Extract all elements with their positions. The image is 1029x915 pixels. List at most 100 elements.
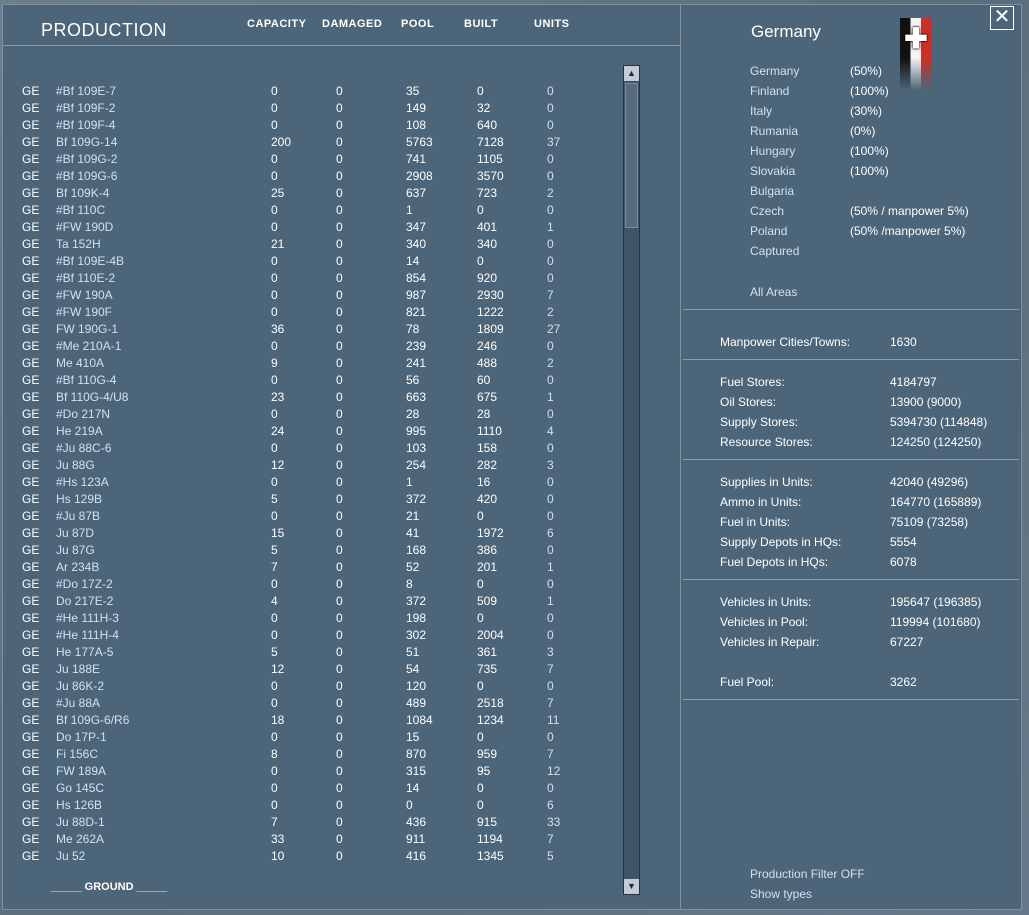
table-row[interactable]: GE #Do 217N 0 0 28 28 0 — [3, 406, 623, 423]
unit-type-name[interactable]: Bf 109G-14 — [56, 135, 118, 149]
unit-type-name[interactable]: #He 111H-3 — [56, 611, 119, 625]
area-item[interactable]: Italy (30%) — [750, 103, 1010, 123]
unit-type-name[interactable]: Do 217E-2 — [56, 594, 114, 608]
table-row[interactable]: GE #Bf 109F-4 0 0 108 640 0 — [3, 117, 623, 134]
unit-type-name[interactable]: #Bf 110C — [56, 203, 106, 217]
table-row[interactable]: GE Ju 86K-2 0 0 120 0 0 — [3, 678, 623, 695]
table-row[interactable]: GE #Bf 109E-4B 0 0 14 0 0 — [3, 253, 623, 270]
table-row[interactable]: GE Go 145C 0 0 14 0 0 — [3, 780, 623, 797]
area-name[interactable]: Finland — [750, 84, 790, 98]
unit-type-name[interactable]: Do 17P-1 — [56, 730, 107, 744]
table-row[interactable]: GE #Ju 88A 0 0 489 2518 7 — [3, 695, 623, 712]
table-row[interactable]: GE #FW 190F 0 0 821 1222 2 — [3, 304, 623, 321]
unit-type-name[interactable]: #Hs 123A — [56, 475, 109, 489]
table-row[interactable]: GE Do 217E-2 4 0 372 509 1 — [3, 593, 623, 610]
scroll-down-button[interactable]: ▼ — [624, 879, 639, 894]
area-name[interactable]: Czech — [750, 204, 785, 218]
table-row[interactable]: GE #Ju 88C-6 0 0 103 158 0 — [3, 440, 623, 457]
unit-type-name[interactable]: #Bf 109F-2 — [56, 101, 116, 115]
area-name[interactable]: Hungary — [750, 144, 796, 158]
unit-type-name[interactable]: Ju 188E — [56, 662, 101, 676]
unit-type-name[interactable]: #Ju 88A — [56, 696, 101, 710]
table-row[interactable]: GE #Me 210A-1 0 0 239 246 0 — [3, 338, 623, 355]
table-row[interactable]: GE #He 111H-4 0 0 302 2004 0 — [3, 627, 623, 644]
unit-type-name[interactable]: Ju 87G — [56, 543, 95, 557]
area-item[interactable]: Hungary (100%) — [750, 143, 1010, 163]
table-row[interactable]: GE FW 189A 0 0 315 95 12 — [3, 763, 623, 780]
table-row[interactable]: GE Ju 87G 5 0 168 386 0 — [3, 542, 623, 559]
table-row[interactable]: GE FW 190G-1 36 0 78 1809 27 — [3, 321, 623, 338]
scroll-thumb[interactable] — [625, 83, 638, 228]
unit-type-name[interactable]: #Me 210A-1 — [56, 339, 122, 353]
table-row[interactable]: GE He 219A 24 0 995 1110 4 — [3, 423, 623, 440]
unit-type-name[interactable]: #Do 17Z-2 — [56, 577, 113, 591]
table-row[interactable]: GE #FW 190A 0 0 987 2930 7 — [3, 287, 623, 304]
area-name[interactable]: Bulgaria — [750, 184, 795, 198]
unit-type-name[interactable]: Ju 88G — [56, 458, 95, 472]
unit-type-name[interactable]: FW 189A — [56, 764, 107, 778]
close-button[interactable]: ✕ — [990, 6, 1014, 30]
unit-type-name[interactable]: Bf 109G-6/R6 — [56, 713, 130, 727]
table-row[interactable]: GE #FW 190D 0 0 347 401 1 — [3, 219, 623, 236]
table-row[interactable]: GE Ju 88D-1 7 0 436 915 33 — [3, 814, 623, 831]
unit-type-name[interactable]: Ar 234B — [56, 560, 100, 574]
area-name[interactable]: Captured — [750, 244, 800, 258]
table-row[interactable]: GE Ju 52 10 0 416 1345 5 — [3, 848, 623, 865]
unit-type-name[interactable]: #Ju 87B — [56, 509, 101, 523]
unit-type-name[interactable]: #Bf 109G-2 — [56, 152, 118, 166]
unit-type-name[interactable]: Bf 110G-4/U8 — [56, 390, 129, 404]
scrollbar[interactable]: ▲ ▼ — [623, 65, 640, 895]
table-row[interactable]: GE Ta 152H 21 0 340 340 0 — [3, 236, 623, 253]
unit-type-name[interactable]: #Bf 110E-2 — [56, 271, 116, 285]
area-item[interactable]: Finland (100%) — [750, 83, 1010, 103]
area-item[interactable]: Germany (50%) — [750, 63, 1010, 83]
unit-type-name[interactable]: #Ju 88C-6 — [56, 441, 112, 455]
ground-section-label[interactable]: _____ GROUND _____ — [51, 881, 168, 893]
area-item[interactable]: Czech (50% / manpower 5%) — [750, 203, 1010, 223]
unit-type-name[interactable]: FW 190G-1 — [56, 322, 119, 336]
table-row[interactable]: GE #Bf 109F-2 0 0 149 32 0 — [3, 100, 623, 117]
unit-type-name[interactable]: Go 145C — [56, 781, 105, 795]
table-row[interactable]: GE #Bf 110G-4 0 0 56 60 0 — [3, 372, 623, 389]
column-header-pool[interactable]: POOL — [401, 18, 435, 30]
unit-type-name[interactable]: #Bf 109F-4 — [56, 118, 116, 132]
area-item[interactable]: Slovakia (100%) — [750, 163, 1010, 183]
table-row[interactable]: GE Ju 87D 15 0 41 1972 6 — [3, 525, 623, 542]
all-areas-link[interactable]: All Areas — [750, 285, 798, 299]
area-name[interactable]: Germany — [750, 64, 800, 78]
table-row[interactable]: GE #Do 17Z-2 0 0 8 0 0 — [3, 576, 623, 593]
unit-type-name[interactable]: #FW 190A — [56, 288, 113, 302]
unit-type-name[interactable]: Ju 52 — [56, 849, 86, 863]
area-item[interactable]: Captured — [750, 243, 1010, 263]
unit-type-name[interactable]: Fi 156C — [56, 747, 99, 761]
table-row[interactable]: GE #He 111H-3 0 0 198 0 0 — [3, 610, 623, 627]
unit-type-name[interactable]: Ta 152H — [56, 237, 101, 251]
table-row[interactable]: GE Bf 109G-14 200 0 5763 7128 37 — [3, 134, 623, 151]
table-row[interactable]: GE Hs 126B 0 0 0 0 6 — [3, 797, 623, 814]
table-row[interactable]: GE Me 262A 33 0 911 1194 7 — [3, 831, 623, 848]
area-item[interactable]: Bulgaria — [750, 183, 1010, 203]
unit-type-name[interactable]: #FW 190F — [56, 305, 113, 319]
show-types-link[interactable]: Show types — [750, 887, 813, 901]
column-header-units[interactable]: UNITS — [534, 18, 570, 30]
table-row[interactable]: GE Ar 234B 7 0 52 201 1 — [3, 559, 623, 576]
unit-type-name[interactable]: #Bf 110G-4 — [56, 373, 117, 387]
unit-type-name[interactable]: Hs 129B — [56, 492, 103, 506]
unit-type-name[interactable]: #Bf 109G-6 — [56, 169, 118, 183]
table-row[interactable]: GE Hs 129B 5 0 372 420 0 — [3, 491, 623, 508]
unit-type-name[interactable]: Ju 88D-1 — [56, 815, 105, 829]
table-row[interactable]: GE Bf 109K-4 25 0 637 723 2 — [3, 185, 623, 202]
table-row[interactable]: GE Bf 110G-4/U8 23 0 663 675 1 — [3, 389, 623, 406]
unit-type-name[interactable]: #He 111H-4 — [56, 628, 119, 642]
unit-type-name[interactable]: #Bf 109E-7 — [56, 84, 117, 98]
unit-type-name[interactable]: He 219A — [56, 424, 103, 438]
area-name[interactable]: Rumania — [750, 124, 799, 138]
table-row[interactable]: GE Fi 156C 8 0 870 959 7 — [3, 746, 623, 763]
table-row[interactable]: GE #Bf 109G-2 0 0 741 1105 0 — [3, 151, 623, 168]
unit-type-name[interactable]: #Bf 109E-4B — [56, 254, 125, 268]
table-row[interactable]: GE Bf 109G-6/R6 18 0 1084 1234 11 — [3, 712, 623, 729]
unit-type-name[interactable]: Me 262A — [56, 832, 105, 846]
table-row[interactable]: GE Ju 188E 12 0 54 735 7 — [3, 661, 623, 678]
scroll-up-button[interactable]: ▲ — [624, 66, 639, 81]
unit-type-name[interactable]: Ju 87D — [56, 526, 95, 540]
